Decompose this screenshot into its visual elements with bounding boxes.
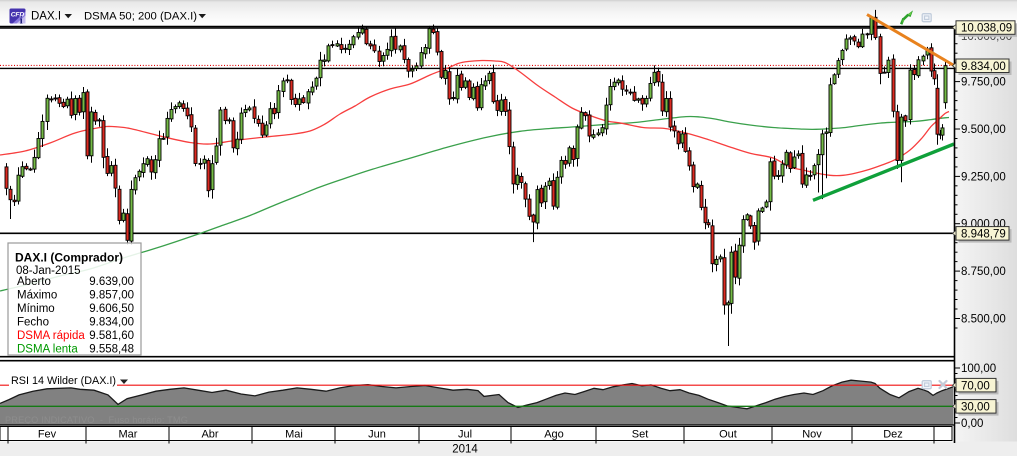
svg-text:8.750,00: 8.750,00 (961, 266, 1006, 278)
svg-text:Mar: Mar (119, 429, 138, 441)
svg-text:9.250,00: 9.250,00 (961, 171, 1006, 183)
svg-text:i: i (20, 16, 23, 27)
svg-text:Dez: Dez (883, 429, 903, 441)
svg-text:9.558,48: 9.558,48 (89, 344, 134, 356)
svg-text:Fev: Fev (38, 429, 57, 441)
svg-text:Jul: Jul (458, 429, 472, 441)
svg-text:8.948,79: 8.948,79 (961, 229, 1006, 241)
svg-text:10.038,09: 10.038,09 (961, 23, 1012, 35)
svg-text:9.857,00: 9.857,00 (89, 290, 134, 302)
svg-text:Out: Out (719, 429, 737, 441)
svg-text:9.834,00: 9.834,00 (961, 61, 1006, 73)
svg-text:Mínimo: Mínimo (17, 303, 55, 315)
svg-text:2014: 2014 (452, 444, 478, 456)
svg-text:RSI 14 Wilder (DAX.I): RSI 14 Wilder (DAX.I) (11, 375, 116, 387)
svg-text:Ago: Ago (544, 429, 564, 441)
svg-text:8.500,00: 8.500,00 (961, 314, 1006, 326)
svg-text:70,00: 70,00 (961, 380, 990, 392)
svg-text:Aberto: Aberto (17, 276, 51, 288)
svg-text:9.606,50: 9.606,50 (89, 303, 134, 315)
svg-text:DSMA rápida: DSMA rápida (17, 330, 85, 342)
svg-text:DSMA lenta: DSMA lenta (17, 344, 78, 356)
svg-text:9.750,00: 9.750,00 (961, 77, 1006, 89)
svg-text:Abr: Abr (201, 429, 218, 441)
svg-text:PREÇO INDICATIVO - Fuso horá: PREÇO INDICATIVO - Fuso horário: TMG (5, 415, 188, 425)
svg-text:Mai: Mai (285, 429, 303, 441)
svg-text:Nov: Nov (802, 429, 822, 441)
svg-text:100,00: 100,00 (961, 363, 996, 375)
svg-text:Set: Set (632, 429, 649, 441)
svg-text:Fecho: Fecho (17, 317, 49, 329)
svg-text:9.500,00: 9.500,00 (961, 124, 1006, 136)
svg-text:Jun: Jun (368, 429, 386, 441)
svg-text:30,00: 30,00 (961, 402, 990, 414)
svg-text:0,00: 0,00 (961, 418, 983, 430)
svg-text:9.639,00: 9.639,00 (89, 276, 134, 288)
svg-text:9.581,60: 9.581,60 (89, 330, 134, 342)
svg-text:DSMA 50; 200 (DAX.I): DSMA 50; 200 (DAX.I) (84, 11, 197, 23)
svg-text:9.834,00: 9.834,00 (89, 317, 134, 329)
svg-text:DAX.I: DAX.I (31, 11, 61, 23)
svg-text:DAX.I (Comprador): DAX.I (Comprador) (15, 251, 123, 265)
svg-text:Máximo: Máximo (17, 290, 57, 302)
